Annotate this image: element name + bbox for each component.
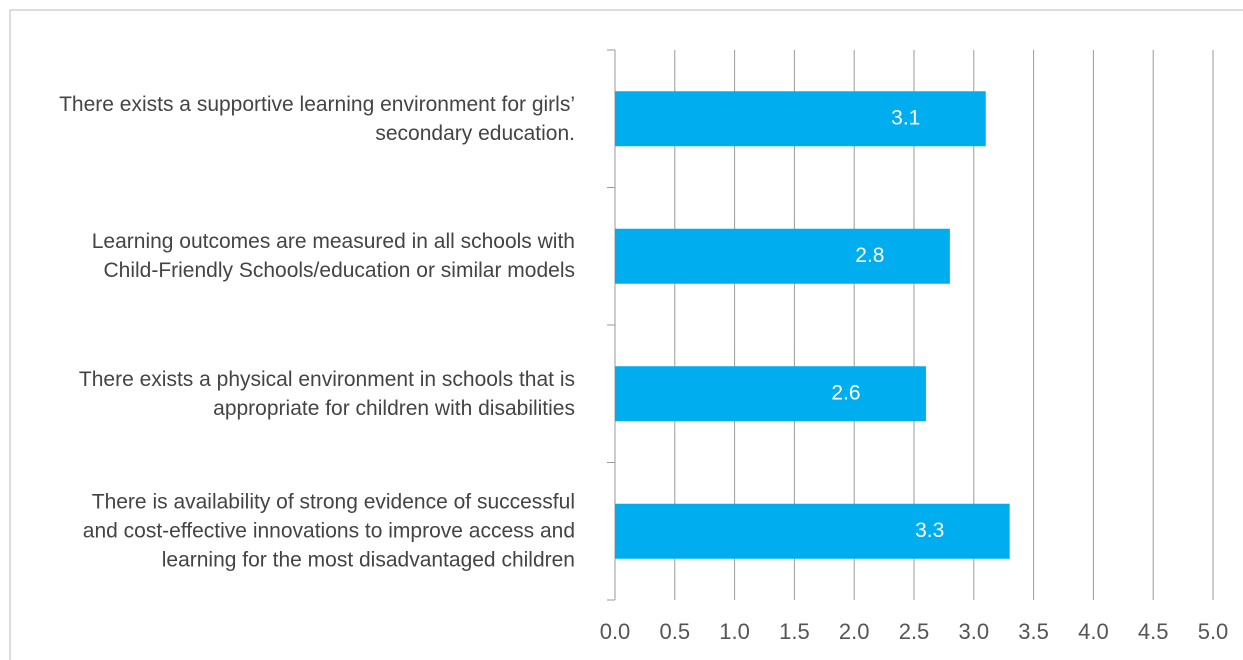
bar <box>615 228 950 284</box>
x-tick-label: 1.0 <box>719 619 750 644</box>
x-tick-label: 0.0 <box>600 619 631 644</box>
frame <box>9 9 1243 660</box>
x-tick-label: 3.0 <box>959 619 990 644</box>
bar <box>615 366 926 422</box>
x-tick-label: 4.0 <box>1078 619 1109 644</box>
bar <box>615 503 1010 559</box>
bar <box>615 91 986 147</box>
category-label: Learning outcomes are measured in all sc… <box>91 230 575 283</box>
x-tick-label: 2.0 <box>839 619 870 644</box>
category-label: There is availability of strong evidence… <box>82 490 575 572</box>
x-tick-label: 3.5 <box>1018 619 1049 644</box>
x-tick-label: 2.5 <box>899 619 930 644</box>
category-label: There exists a physical environment in s… <box>78 367 575 420</box>
x-tick-label: 1.5 <box>779 619 810 644</box>
data-label: 3.1 <box>891 106 920 129</box>
data-label: 2.6 <box>831 381 860 404</box>
data-label: 3.3 <box>915 519 944 542</box>
x-tick-label: 4.5 <box>1138 619 1169 644</box>
category-label: There exists a supportive learning envir… <box>59 92 575 145</box>
x-tick-label: 5.0 <box>1198 619 1229 644</box>
data-label: 2.8 <box>855 244 884 267</box>
x-tick-label: 0.5 <box>660 619 691 644</box>
